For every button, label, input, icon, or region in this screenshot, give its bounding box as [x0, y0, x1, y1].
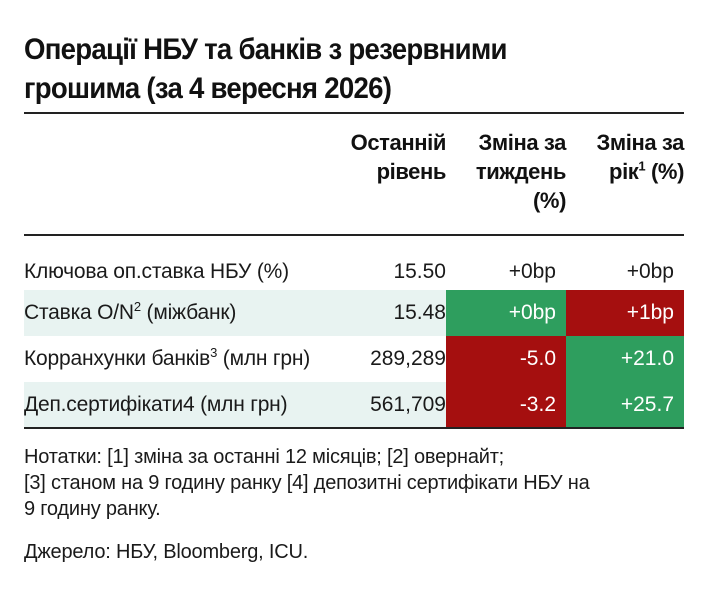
table-row-on-rate: Ставка O/N2 (міжбанк) 15.48 +0bp +1bp [24, 290, 684, 336]
bottom-divider [24, 427, 684, 429]
footnote-line-3: 9 годину ранку. [24, 498, 161, 520]
cell-week-change: +0bp [446, 290, 566, 336]
header-last-level-line-1: Останній [350, 130, 447, 155]
cell-last-level: 15.48 [393, 301, 446, 324]
header-year-change: Зміна за рік1 (%) [566, 128, 685, 186]
footnotes: Нотатки: [1] зміна за останні 12 місяців… [24, 444, 689, 522]
row-label-footnote-mark: 2 [133, 299, 141, 314]
cell-year-change: +0bp [626, 260, 674, 283]
header-year-unit: (%) [645, 159, 684, 184]
row-label-text: Деп.сертифікати4 (млн грн) [24, 393, 288, 416]
row-label: Корранхунки банків3 (млн грн) [24, 336, 310, 382]
footnote-line-2: [3] станом на 9 годину ранку [4] депозит… [24, 472, 590, 494]
header-year-change-line-1: Зміна за [596, 130, 685, 155]
page-title: Операції НБУ та банків з резервними грош… [24, 30, 640, 108]
cell-year-change: +25.7 [566, 382, 684, 428]
cell-year-change: +1bp [566, 290, 684, 336]
source-note: Джерело: НБУ, Bloomberg, ICU. [24, 541, 309, 563]
row-label-suffix: (міжбанк) [140, 301, 237, 324]
table-row-correspondent-accounts: Корранхунки банків3 (млн грн) 289,289 -5… [24, 336, 684, 382]
header-week-change-line-1: Зміна за [478, 130, 567, 155]
row-label-text: Корранхунки банків [24, 347, 211, 370]
header-last-level-line-2: рівень [376, 159, 447, 184]
header-week-change-line-3: (%) [532, 188, 566, 213]
title-line-1: Операції НБУ та банків з резервними [24, 33, 508, 66]
header-divider [24, 234, 684, 236]
row-label: Ключова оп.ставка НБУ (%) [24, 249, 289, 295]
cell-year-change: +21.0 [566, 336, 684, 382]
cell-last-level: 15.50 [393, 260, 446, 283]
title-line-2: грошима (за 4 вересня 2026) [24, 72, 392, 105]
cell-week-change: -3.2 [446, 382, 566, 428]
table-row-deposit-certificates: Деп.сертифікати4 (млн грн) 561,709 -3.2 … [24, 382, 684, 428]
header-year-text: рік [609, 159, 639, 184]
cell-last-level: 561,709 [370, 393, 446, 416]
row-label-text: Ключова оп.ставка НБУ (%) [24, 260, 289, 283]
row-label: Ставка O/N2 (міжбанк) [24, 290, 236, 336]
footnote-line-1: Нотатки: [1] зміна за останні 12 місяців… [24, 446, 505, 468]
table-row-key-rate: Ключова оп.ставка НБУ (%) 15.50 +0bp +0b… [24, 249, 684, 295]
header-week-change-line-2: тиждень [475, 159, 567, 184]
row-label-text: Ставка O/N [24, 301, 134, 324]
cell-week-change: +0bp [508, 260, 556, 283]
row-label-suffix: (млн грн) [217, 347, 311, 370]
cell-week-change: -5.0 [446, 336, 566, 382]
row-label-footnote-mark: 3 [210, 345, 218, 360]
top-divider [24, 112, 684, 114]
row-label: Деп.сертифікати4 (млн грн) [24, 382, 288, 428]
header-year-footnote-mark: 1 [638, 158, 646, 174]
cell-last-level: 289,289 [370, 347, 446, 370]
header-last-level: Останній рівень [330, 128, 447, 186]
header-week-change: Зміна за тиждень (%) [446, 128, 567, 215]
header-year-change-line-2: рік1 (%) [566, 157, 684, 186]
